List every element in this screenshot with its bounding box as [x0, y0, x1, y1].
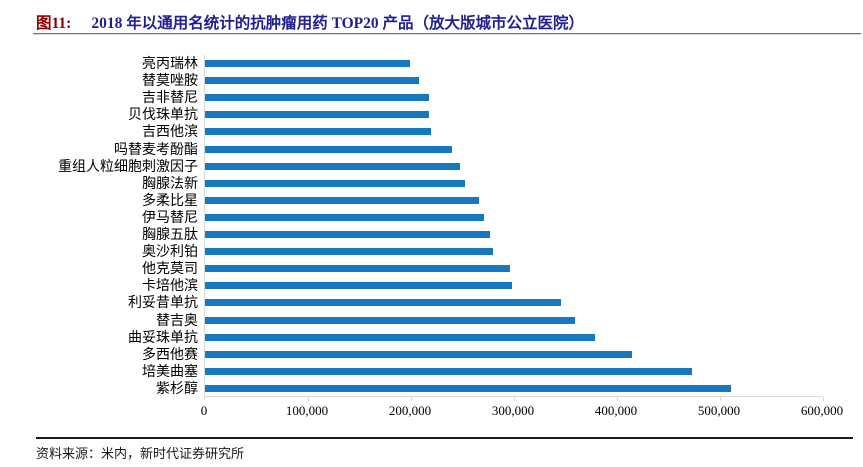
bar-chart: 亮丙瑞林 替莫唑胺 吉非替尼 贝伐珠单抗 吉西他滨 吗替麦考酚酯 重组人粒细胞刺激因子 胸腺法… [58, 55, 844, 418]
y-axis-label: 伊马替尼 [142, 208, 198, 225]
bar-row [205, 141, 822, 158]
bar [205, 299, 562, 307]
x-axis-tick-mark [514, 397, 515, 401]
bar [205, 282, 512, 290]
y-axis-label: 替吉奥 [156, 311, 198, 328]
bar-row [205, 192, 822, 209]
x-axis-tick-mark [720, 397, 721, 401]
y-axis-label: 他克莫司 [142, 260, 198, 277]
bar-row [205, 294, 822, 311]
bar-row [205, 175, 822, 192]
bar-row [205, 55, 822, 72]
bar-row [205, 226, 822, 243]
x-axis-tick-mark [823, 397, 824, 401]
bar [205, 367, 693, 375]
bar [205, 128, 431, 136]
x-axis-tick-mark [411, 397, 412, 401]
y-axis-label: 奥沙利铂 [142, 243, 198, 260]
bar [205, 316, 575, 324]
bar-row [205, 312, 822, 329]
figure-title: 图11: 2018 年以通用名统计的抗肿瘤用药 TOP20 产品（放大版城市公立医… [36, 11, 584, 33]
y-axis-label: 曲妥珠单抗 [128, 328, 198, 345]
bar [205, 94, 429, 102]
bar-row [205, 329, 822, 346]
bar-row [205, 260, 822, 277]
y-axis-label: 吉非替尼 [142, 89, 198, 106]
bar-row [205, 363, 822, 380]
bar [205, 162, 461, 170]
bar [205, 333, 596, 341]
x-axis-tick-mark [308, 397, 309, 401]
y-axis-label: 替莫唑胺 [142, 72, 198, 89]
bar [205, 350, 633, 358]
bar [205, 145, 453, 153]
bar [205, 384, 732, 392]
x-axis-tick-label: 500,000 [697, 403, 741, 418]
bar [205, 265, 510, 273]
y-axis-label: 多柔比星 [142, 191, 198, 208]
x-axis-tick-mark [204, 397, 205, 401]
y-axis-label: 培美曲塞 [142, 362, 198, 379]
x-axis-tick-label: 400,000 [594, 403, 638, 418]
y-axis-label: 胸腺法新 [142, 174, 198, 191]
bar [205, 213, 485, 221]
x-axis-tick-label: 100,000 [285, 403, 329, 418]
plot-area [204, 55, 824, 401]
bar-row [205, 89, 822, 106]
bar-row [205, 106, 822, 123]
y-axis-label: 卡培他滨 [142, 277, 198, 294]
y-axis-label: 重组人粒细胞刺激因子 [58, 157, 198, 174]
y-axis-label: 贝伐珠单抗 [128, 106, 198, 123]
source-note-text: 资料来源：米内，新时代证券研究所 [36, 446, 245, 461]
bar-row [205, 123, 822, 140]
bar-row [205, 243, 822, 260]
bar-row [205, 380, 822, 397]
source-note: 资料来源：米内，新时代证券研究所 [36, 443, 244, 462]
y-axis-label: 亮丙瑞林 [142, 55, 198, 71]
bar [205, 111, 429, 119]
bar [205, 60, 410, 68]
figure-number: 图11: [36, 15, 72, 32]
y-axis-label: 多西他赛 [142, 345, 198, 362]
bar [205, 231, 491, 239]
y-axis-label: 胸腺五肽 [142, 226, 198, 242]
title-divider [33, 33, 861, 35]
bar-row [205, 158, 822, 175]
bar [205, 77, 420, 85]
footer-divider [36, 437, 853, 439]
bar-row [205, 277, 822, 294]
bar-row [205, 72, 822, 89]
y-axis-label: 吗替麦考酚酯 [114, 140, 198, 157]
y-axis-label: 吉西他滨 [142, 123, 198, 140]
x-axis-tick-label: 0 [200, 403, 208, 418]
x-axis-tick-label: 200,000 [388, 403, 432, 418]
x-axis-tick-mark [617, 397, 618, 401]
y-axis-label: 利妥昔单抗 [128, 294, 198, 311]
x-axis-tick-label: 300,000 [491, 403, 535, 418]
y-axis-label: 紫杉醇 [156, 379, 198, 396]
bar [205, 196, 479, 204]
bar-row [205, 209, 822, 226]
bar-row [205, 346, 822, 363]
figure-title-text: 2018 年以通用名统计的抗肿瘤用药 TOP20 产品（放大版城市公立医院） [91, 15, 585, 32]
x-axis-tick-label: 600,000 [800, 403, 844, 418]
bar [205, 179, 465, 187]
bar [205, 248, 494, 256]
